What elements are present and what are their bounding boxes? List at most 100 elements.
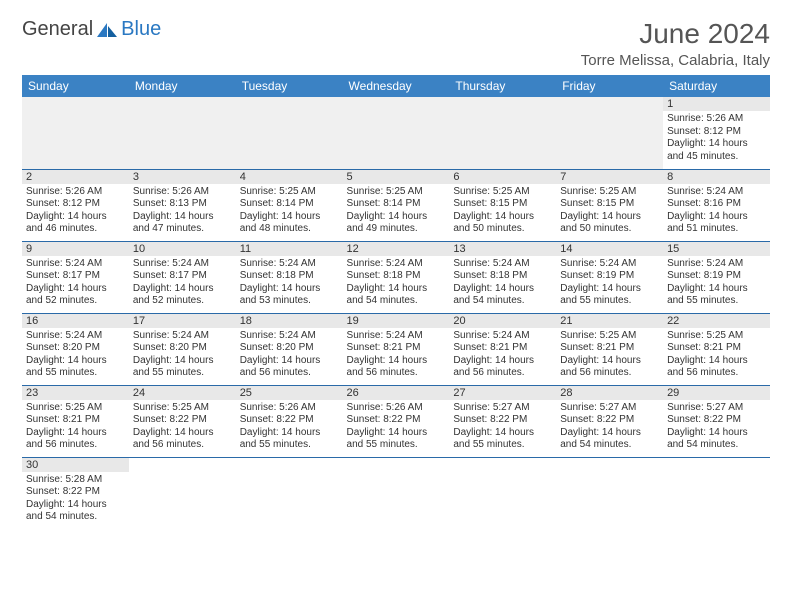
day-details: Sunrise: 5:24 AMSunset: 8:16 PMDaylight:… [667, 186, 766, 236]
day-number: 11 [236, 242, 343, 256]
calendar-row: 23 Sunrise: 5:25 AMSunset: 8:21 PMDayligh… [22, 385, 770, 457]
calendar-cell [343, 97, 450, 169]
day-number: 13 [449, 242, 556, 256]
day-details: Sunrise: 5:24 AMSunset: 8:18 PMDaylight:… [240, 258, 339, 308]
day-number: 5 [343, 170, 450, 184]
day-details: Sunrise: 5:24 AMSunset: 8:21 PMDaylight:… [453, 330, 552, 380]
calendar-cell [449, 97, 556, 169]
weekday-header: Friday [556, 75, 663, 97]
day-number: 7 [556, 170, 663, 184]
day-details: Sunrise: 5:26 AMSunset: 8:22 PMDaylight:… [240, 402, 339, 452]
weekday-header: Wednesday [343, 75, 450, 97]
title-block: June 2024 Torre Melissa, Calabria, Italy [581, 18, 770, 69]
calendar-cell: 15 Sunrise: 5:24 AMSunset: 8:19 PMDayligh… [663, 241, 770, 313]
calendar-cell: 29Sunrise: 5:27 AMSunset: 8:22 PMDayligh… [663, 385, 770, 457]
day-details: Sunrise: 5:25 AMSunset: 8:21 PMDaylight:… [26, 402, 125, 452]
day-details: Sunrise: 5:24 AMSunset: 8:17 PMDaylight:… [26, 258, 125, 308]
calendar-cell: 19 Sunrise: 5:24 AMSunset: 8:21 PMDayligh… [343, 313, 450, 385]
calendar-cell: 14Sunrise: 5:24 AMSunset: 8:19 PMDayligh… [556, 241, 663, 313]
day-details: Sunrise: 5:26 AMSunset: 8:22 PMDaylight:… [347, 402, 446, 452]
calendar-cell: 2 Sunrise: 5:26 AMSunset: 8:12 PMDaylight… [22, 169, 129, 241]
day-number: 30 [22, 458, 129, 472]
calendar-cell: 23 Sunrise: 5:25 AMSunset: 8:21 PMDayligh… [22, 385, 129, 457]
day-number: 9 [22, 242, 129, 256]
calendar-cell: 5 Sunrise: 5:25 AMSunset: 8:14 PMDaylight… [343, 169, 450, 241]
day-details: Sunrise: 5:24 AMSunset: 8:20 PMDaylight:… [240, 330, 339, 380]
day-number: 18 [236, 314, 343, 328]
day-number: 10 [129, 242, 236, 256]
calendar-cell [236, 457, 343, 529]
calendar-cell: 26 Sunrise: 5:26 AMSunset: 8:22 PMDayligh… [343, 385, 450, 457]
day-details: Sunrise: 5:27 AMSunset: 8:22 PMDaylight:… [560, 402, 659, 452]
day-details: Sunrise: 5:24 AMSunset: 8:18 PMDaylight:… [453, 258, 552, 308]
day-number: 15 [663, 242, 770, 256]
calendar-cell: 20Sunrise: 5:24 AMSunset: 8:21 PMDayligh… [449, 313, 556, 385]
calendar-cell [343, 457, 450, 529]
day-number: 19 [343, 314, 450, 328]
calendar-cell: 10Sunrise: 5:24 AMSunset: 8:17 PMDayligh… [129, 241, 236, 313]
day-details: Sunrise: 5:25 AMSunset: 8:14 PMDaylight:… [347, 186, 446, 236]
calendar-row: 30 Sunrise: 5:28 AMSunset: 8:22 PMDayligh… [22, 457, 770, 529]
day-details: Sunrise: 5:25 AMSunset: 8:14 PMDaylight:… [240, 186, 339, 236]
day-details: Sunrise: 5:25 AMSunset: 8:15 PMDaylight:… [453, 186, 552, 236]
calendar-cell: 8Sunrise: 5:24 AMSunset: 8:16 PMDaylight… [663, 169, 770, 241]
day-details: Sunrise: 5:24 AMSunset: 8:21 PMDaylight:… [347, 330, 446, 380]
calendar-cell: 12Sunrise: 5:24 AMSunset: 8:18 PMDayligh… [343, 241, 450, 313]
calendar-cell: 9 Sunrise: 5:24 AMSunset: 8:17 PMDaylight… [22, 241, 129, 313]
day-number: 22 [663, 314, 770, 328]
calendar-cell: 7Sunrise: 5:25 AMSunset: 8:15 PMDaylight… [556, 169, 663, 241]
day-details: Sunrise: 5:28 AMSunset: 8:22 PMDaylight:… [26, 474, 125, 524]
day-details: Sunrise: 5:27 AMSunset: 8:22 PMDaylight:… [453, 402, 552, 452]
calendar-cell: 25 Sunrise: 5:26 AMSunset: 8:22 PMDayligh… [236, 385, 343, 457]
calendar-row: 9 Sunrise: 5:24 AMSunset: 8:17 PMDaylight… [22, 241, 770, 313]
day-details: Sunrise: 5:26 AMSunset: 8:12 PMDaylight:… [26, 186, 125, 236]
day-details: Sunrise: 5:25 AMSunset: 8:21 PMDaylight:… [560, 330, 659, 380]
day-number: 2 [22, 170, 129, 184]
day-number: 26 [343, 386, 450, 400]
calendar-cell: 3Sunrise: 5:26 AMSunset: 8:13 PMDaylight… [129, 169, 236, 241]
calendar-cell: 11 Sunrise: 5:24 AMSunset: 8:18 PMDayligh… [236, 241, 343, 313]
calendar-cell [129, 457, 236, 529]
month-title: June 2024 [581, 18, 770, 50]
calendar-cell: 21Sunrise: 5:25 AMSunset: 8:21 PMDayligh… [556, 313, 663, 385]
calendar-row: 1Sunrise: 5:26 AMSunset: 8:12 PMDaylight… [22, 97, 770, 169]
calendar-cell: 22 Sunrise: 5:25 AMSunset: 8:21 PMDayligh… [663, 313, 770, 385]
calendar-cell: 28Sunrise: 5:27 AMSunset: 8:22 PMDayligh… [556, 385, 663, 457]
calendar-cell [556, 457, 663, 529]
day-details: Sunrise: 5:25 AMSunset: 8:21 PMDaylight:… [667, 330, 766, 380]
day-number: 25 [236, 386, 343, 400]
weekday-header: Thursday [449, 75, 556, 97]
calendar-cell: 24Sunrise: 5:25 AMSunset: 8:22 PMDayligh… [129, 385, 236, 457]
day-number: 27 [449, 386, 556, 400]
calendar-cell [556, 97, 663, 169]
day-details: Sunrise: 5:24 AMSunset: 8:19 PMDaylight:… [667, 258, 766, 308]
calendar-cell: 4Sunrise: 5:25 AMSunset: 8:14 PMDaylight… [236, 169, 343, 241]
day-number: 16 [22, 314, 129, 328]
calendar-row: 16 Sunrise: 5:24 AMSunset: 8:20 PMDayligh… [22, 313, 770, 385]
logo: General Blue [22, 18, 161, 41]
day-details: Sunrise: 5:27 AMSunset: 8:22 PMDaylight:… [667, 402, 766, 452]
calendar-cell: 17Sunrise: 5:24 AMSunset: 8:20 PMDayligh… [129, 313, 236, 385]
day-number: 3 [129, 170, 236, 184]
weekday-header-row: SundayMondayTuesdayWednesdayThursdayFrid… [22, 75, 770, 97]
location: Torre Melissa, Calabria, Italy [581, 52, 770, 69]
calendar-cell [449, 457, 556, 529]
day-number: 24 [129, 386, 236, 400]
calendar-cell: 13 Sunrise: 5:24 AMSunset: 8:18 PMDayligh… [449, 241, 556, 313]
calendar-cell: 18 Sunrise: 5:24 AMSunset: 8:20 PMDayligh… [236, 313, 343, 385]
calendar-cell: 30 Sunrise: 5:28 AMSunset: 8:22 PMDayligh… [22, 457, 129, 529]
calendar-table: SundayMondayTuesdayWednesdayThursdayFrid… [22, 75, 770, 529]
calendar-cell: 6Sunrise: 5:25 AMSunset: 8:15 PMDaylight… [449, 169, 556, 241]
weekday-header: Monday [129, 75, 236, 97]
weekday-header: Saturday [663, 75, 770, 97]
weekday-header: Tuesday [236, 75, 343, 97]
calendar-cell: 27 Sunrise: 5:27 AMSunset: 8:22 PMDayligh… [449, 385, 556, 457]
calendar-cell [236, 97, 343, 169]
calendar-row: 2 Sunrise: 5:26 AMSunset: 8:12 PMDaylight… [22, 169, 770, 241]
day-details: Sunrise: 5:26 AMSunset: 8:12 PMDaylight:… [667, 113, 766, 163]
day-number: 23 [22, 386, 129, 400]
calendar-cell [22, 97, 129, 169]
weekday-header: Sunday [22, 75, 129, 97]
day-number: 14 [556, 242, 663, 256]
calendar-cell [129, 97, 236, 169]
